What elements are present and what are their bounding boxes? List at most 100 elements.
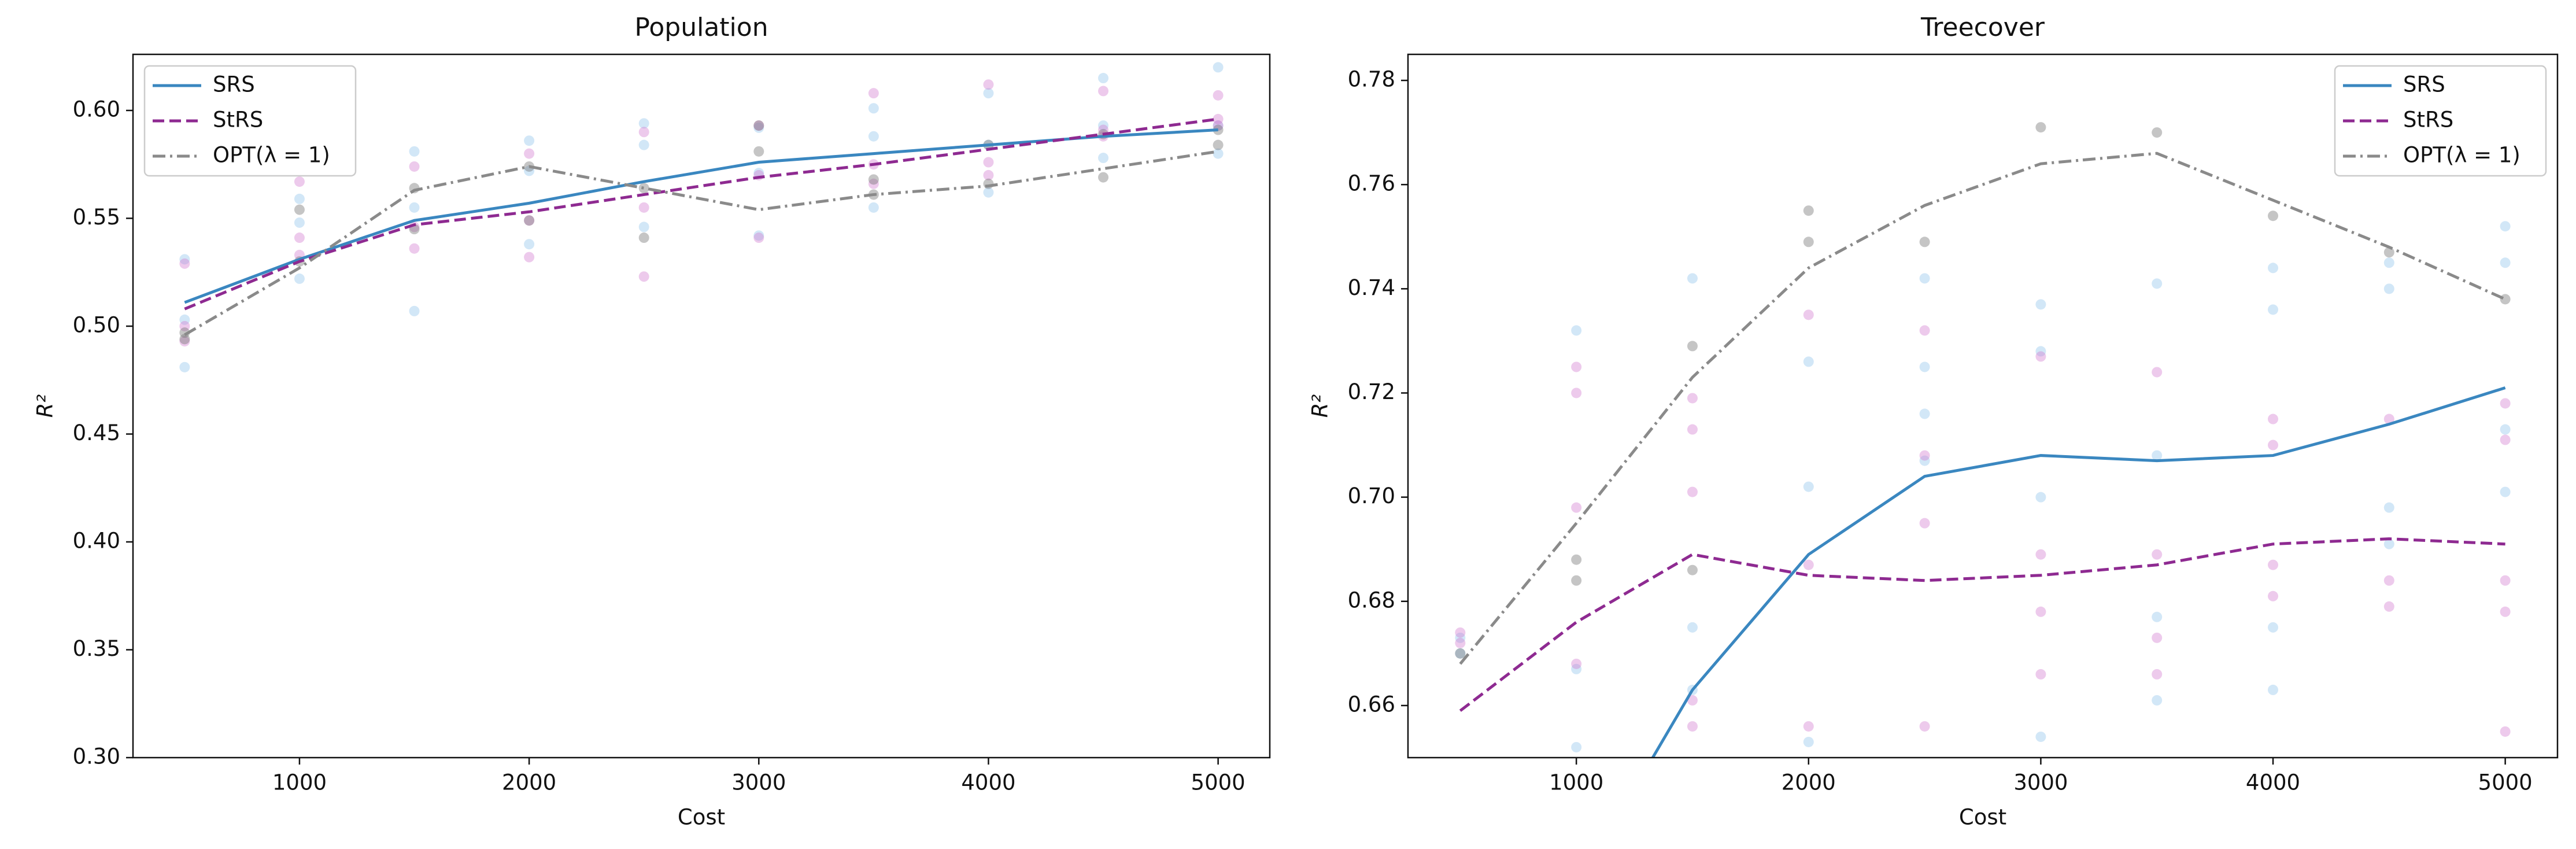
y-tick-label: 0.60 bbox=[73, 97, 120, 121]
sample-point bbox=[2383, 257, 2394, 268]
y-tick-label: 0.45 bbox=[73, 420, 120, 445]
sample-point bbox=[1803, 721, 1814, 732]
sample-point bbox=[1919, 518, 1930, 529]
sample-point bbox=[1803, 559, 1814, 570]
sample-point bbox=[753, 146, 764, 157]
sample-point bbox=[1687, 695, 1698, 706]
sample-point bbox=[524, 148, 535, 159]
sample-point bbox=[2035, 606, 2046, 617]
sample-point bbox=[1803, 481, 1814, 492]
sample-point bbox=[2500, 221, 2511, 232]
sample-point bbox=[1098, 172, 1109, 183]
y-tick-label: 0.55 bbox=[73, 205, 120, 230]
sample-point bbox=[179, 254, 190, 265]
sample-point bbox=[2500, 434, 2511, 445]
sample-point bbox=[1687, 424, 1698, 435]
x-tick-label: 1000 bbox=[272, 770, 327, 795]
legend: SRS StRS OPT(λ = 1) bbox=[2334, 65, 2547, 177]
series-line bbox=[184, 117, 1218, 311]
sample-point bbox=[2152, 367, 2163, 378]
sample-point bbox=[1919, 361, 1930, 372]
sample-point bbox=[409, 243, 420, 254]
sample-point bbox=[2383, 538, 2394, 549]
sample-point bbox=[1687, 273, 1698, 284]
sample-point bbox=[1213, 139, 1224, 150]
legend-label: SRS bbox=[2403, 72, 2445, 97]
x-tick-label: 2000 bbox=[1782, 770, 1836, 795]
sample-point bbox=[2035, 122, 2046, 133]
sample-point bbox=[179, 258, 190, 269]
sample-point bbox=[1213, 120, 1224, 131]
sample-point bbox=[179, 314, 190, 325]
sample-point bbox=[1455, 627, 1466, 638]
sample-point bbox=[1571, 658, 1582, 669]
sample-point bbox=[1098, 120, 1109, 131]
sample-point bbox=[1455, 648, 1466, 659]
x-tick-label: 2000 bbox=[502, 770, 556, 795]
sample-point bbox=[179, 336, 190, 347]
sample-point bbox=[1213, 62, 1224, 73]
sample-point bbox=[2268, 684, 2279, 695]
sample-point bbox=[524, 215, 535, 226]
sample-point bbox=[1919, 455, 1930, 466]
y-tick-label: 0.76 bbox=[1348, 171, 1395, 196]
y-tick-label: 0.50 bbox=[73, 312, 120, 337]
sample-point bbox=[2035, 549, 2046, 560]
sample-point bbox=[2500, 606, 2511, 617]
sample-point bbox=[2383, 575, 2394, 586]
sample-point bbox=[2500, 294, 2511, 305]
sample-point bbox=[868, 131, 879, 142]
sample-point bbox=[1571, 325, 1582, 336]
sample-point bbox=[2383, 601, 2394, 612]
legend-label: StRS bbox=[213, 108, 263, 132]
legend: SRS StRS OPT(λ = 1) bbox=[143, 65, 357, 177]
sample-point bbox=[1455, 632, 1466, 643]
sample-point bbox=[638, 202, 649, 213]
sample-point bbox=[983, 187, 994, 198]
sample-point bbox=[2500, 486, 2511, 497]
sample-point bbox=[1687, 486, 1698, 497]
sample-point bbox=[2152, 450, 2163, 461]
chart-title: Population bbox=[634, 13, 768, 42]
sample-point bbox=[2383, 502, 2394, 513]
sample-point bbox=[2383, 283, 2394, 294]
sample-point bbox=[868, 88, 879, 99]
sample-point bbox=[1803, 309, 1814, 320]
sample-point bbox=[2268, 622, 2279, 633]
x-tick-label: 1000 bbox=[1549, 770, 1603, 795]
legend-label: OPT(λ = 1) bbox=[213, 143, 330, 168]
sample-point bbox=[2500, 726, 2511, 737]
sample-point bbox=[1571, 502, 1582, 513]
y-tick-label: 0.66 bbox=[1348, 692, 1395, 717]
sample-point bbox=[409, 202, 420, 213]
sample-point bbox=[638, 222, 649, 232]
sample-point bbox=[1919, 273, 1930, 284]
y-tick-label: 0.70 bbox=[1348, 483, 1395, 508]
sample-point bbox=[753, 120, 764, 131]
sample-point bbox=[2268, 211, 2279, 222]
sample-point bbox=[2152, 611, 2163, 622]
sample-point bbox=[524, 252, 535, 263]
sample-point bbox=[2152, 127, 2163, 138]
sample-point bbox=[1803, 205, 1814, 216]
y-tick-label: 0.30 bbox=[73, 744, 120, 769]
sample-point bbox=[2035, 492, 2046, 503]
sample-point bbox=[1687, 564, 1698, 575]
sample-point bbox=[1919, 325, 1930, 336]
plot-area bbox=[1455, 122, 2511, 758]
sample-point bbox=[2500, 424, 2511, 435]
sample-point bbox=[1455, 637, 1466, 648]
sample-point bbox=[1213, 120, 1224, 131]
sample-point bbox=[179, 327, 190, 338]
axes-frame bbox=[1407, 53, 2559, 759]
y-tick-label: 0.78 bbox=[1348, 67, 1395, 92]
y-axis-label: R² bbox=[1308, 394, 1333, 418]
legend-label: SRS bbox=[213, 72, 255, 97]
sample-point bbox=[294, 204, 305, 215]
series-line bbox=[1459, 152, 2506, 665]
sample-point bbox=[1687, 721, 1698, 732]
subplot: Population Cost R² 1000 2000 3000 4000 5000 0.30… bbox=[33, 13, 1271, 830]
y-tick-label: 0.68 bbox=[1348, 588, 1395, 612]
sample-point bbox=[2500, 257, 2511, 268]
